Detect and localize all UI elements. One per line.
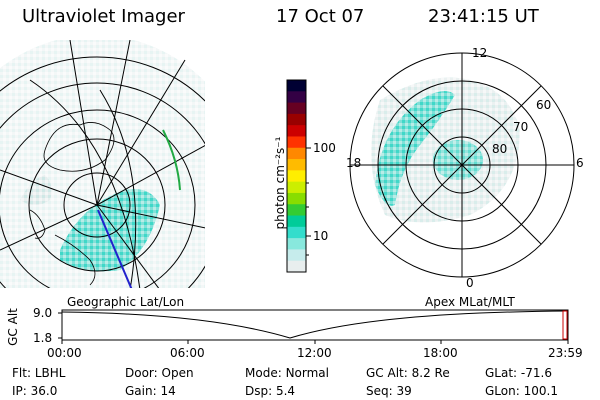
right-panel-caption: Apex MLat/MLT bbox=[425, 295, 515, 309]
mlt-label-12: 12 bbox=[472, 46, 488, 60]
info-glat: GLat: -71.6 bbox=[485, 366, 552, 380]
mlt-label-18: 18 bbox=[346, 156, 362, 170]
info-gain: Gain: 14 bbox=[125, 384, 176, 398]
colorbar-swatch bbox=[287, 181, 306, 194]
colorbar-unit-label: photon cm⁻²s⁻¹ bbox=[273, 136, 287, 230]
oval-edge-marker bbox=[162, 129, 181, 191]
colorbar-swatch bbox=[287, 113, 306, 126]
colorbar-swatch bbox=[287, 147, 306, 160]
x-tick-0000: 00:00 bbox=[47, 346, 82, 360]
geographic-map bbox=[0, 40, 205, 288]
info-dsp: Dsp: 5.4 bbox=[245, 384, 296, 398]
left-panel-caption: Geographic Lat/Lon bbox=[67, 295, 185, 309]
mlat-label-60: 60 bbox=[536, 98, 552, 112]
mlat-label-70: 70 bbox=[513, 120, 529, 134]
colorbar-swatch bbox=[287, 125, 306, 137]
altitude-tick-9: 9.0 bbox=[33, 306, 53, 320]
mlat-label-80: 80 bbox=[492, 142, 508, 156]
colorbar-swatch bbox=[287, 249, 306, 262]
coastline-outline bbox=[43, 122, 115, 172]
colorbar-swatch bbox=[287, 136, 306, 149]
instrument-title: Ultraviolet Imager bbox=[22, 6, 185, 27]
colorbar-swatch bbox=[287, 238, 306, 250]
altitude-plot bbox=[58, 309, 569, 344]
colorbar-tick-100: 100 bbox=[313, 141, 336, 155]
mlt-grid bbox=[350, 53, 574, 277]
info-glon: GLon: 100.1 bbox=[485, 384, 558, 398]
info-filter: Flt: LBHL bbox=[12, 366, 66, 380]
info-seq: Seq: 39 bbox=[366, 384, 412, 398]
auroral-emission-right bbox=[375, 91, 455, 206]
colorbar-swatch bbox=[287, 170, 306, 183]
x-tick-0600: 06:00 bbox=[170, 346, 205, 360]
colorbar-swatch bbox=[287, 215, 306, 228]
colorbar-swatch bbox=[287, 226, 306, 239]
info-mode: Mode: Normal bbox=[245, 366, 329, 380]
altitude-tick-1-8: 1.8 bbox=[33, 331, 53, 345]
x-tick-1800: 18:00 bbox=[423, 346, 458, 360]
polar-plot bbox=[349, 52, 575, 278]
colorbar-swatch bbox=[287, 91, 306, 104]
altitude-ylabel: GC Alt bbox=[5, 308, 20, 346]
info-ip: IP: 36.0 bbox=[12, 384, 58, 398]
colorbar-swatch bbox=[287, 80, 306, 92]
info-door: Door: Open bbox=[125, 366, 194, 380]
date-label: 17 Oct 07 bbox=[276, 6, 365, 27]
latitude-circles bbox=[0, 56, 205, 288]
info-gc-alt: GC Alt: 8.2 Re bbox=[366, 366, 450, 380]
colorbar-tick-10: 10 bbox=[313, 229, 329, 243]
colorbar-swatch bbox=[287, 102, 306, 115]
current-time-marker bbox=[562, 310, 568, 340]
colorbar-swatch bbox=[287, 260, 306, 273]
x-tick-1200: 12:00 bbox=[297, 346, 332, 360]
mlt-label-0: 0 bbox=[466, 276, 474, 290]
colorbar-swatch bbox=[287, 159, 306, 171]
meridian-lines bbox=[0, 40, 205, 288]
mlt-label-6: 6 bbox=[576, 156, 584, 170]
colorbar-swatch bbox=[287, 204, 306, 217]
altitude-curve bbox=[61, 310, 569, 339]
colorbar-swatch bbox=[287, 192, 306, 205]
x-tick-2359: 23:59 bbox=[548, 346, 583, 360]
time-label: 23:41:15 UT bbox=[428, 6, 539, 27]
colorbar bbox=[286, 79, 311, 273]
satellite-ground-track bbox=[97, 209, 133, 288]
